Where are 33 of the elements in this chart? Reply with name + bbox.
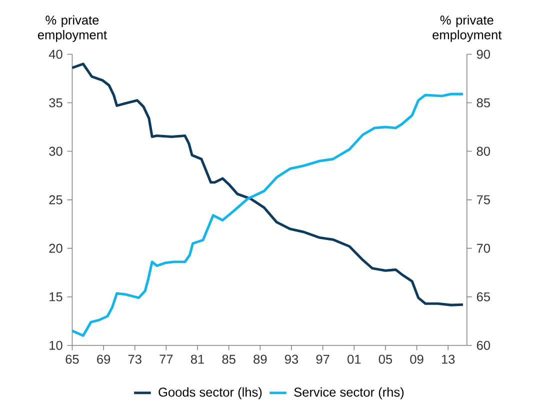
line-series bbox=[70, 62, 464, 307]
y2-tick-label: 80 bbox=[476, 146, 490, 156]
y2-tick-label: 90 bbox=[476, 50, 490, 59]
x-tick-label: 73 bbox=[128, 354, 142, 364]
x-tick-label: 85 bbox=[222, 354, 236, 364]
y2-tick-label: 65 bbox=[476, 292, 490, 302]
x-tick-label: 81 bbox=[190, 354, 204, 364]
x-tick-label: 05 bbox=[378, 354, 392, 364]
y-tick-label: 25 bbox=[49, 195, 62, 205]
x-tick-label: 13 bbox=[442, 354, 455, 364]
x-tick-label: 01 bbox=[348, 354, 361, 364]
y2-tick-label: 75 bbox=[476, 196, 490, 204]
x-tick-label: 89 bbox=[254, 354, 267, 364]
legend-label: Service sector (rhs) bbox=[294, 388, 404, 400]
legend-label: Goods sector (lhs) bbox=[158, 388, 262, 400]
y-tick-label: 35 bbox=[49, 98, 62, 108]
x-tick-label: 65 bbox=[66, 354, 79, 364]
y2-axis-title: % private employment bbox=[432, 15, 502, 42]
x-tick-label: 09 bbox=[410, 354, 424, 364]
x-tick-label: 69 bbox=[97, 354, 110, 364]
y-tick-label: 10 bbox=[50, 341, 62, 350]
y-tick-label: 15 bbox=[50, 292, 62, 302]
x-tick-label: 97 bbox=[316, 354, 330, 364]
y-tick-label: 20 bbox=[49, 244, 62, 254]
y-tick-label: 40 bbox=[48, 50, 62, 59]
x-tick-label: 93 bbox=[284, 354, 298, 364]
line-series bbox=[70, 92, 464, 338]
y2-tick-label: 85 bbox=[476, 98, 490, 108]
y2-tick-label: 70 bbox=[476, 244, 490, 254]
y2-tick-label: 60 bbox=[476, 341, 490, 350]
y-axis-title: % private employment bbox=[38, 15, 107, 42]
x-tick-label: 77 bbox=[160, 354, 173, 364]
y-tick-label: 30 bbox=[49, 146, 62, 156]
